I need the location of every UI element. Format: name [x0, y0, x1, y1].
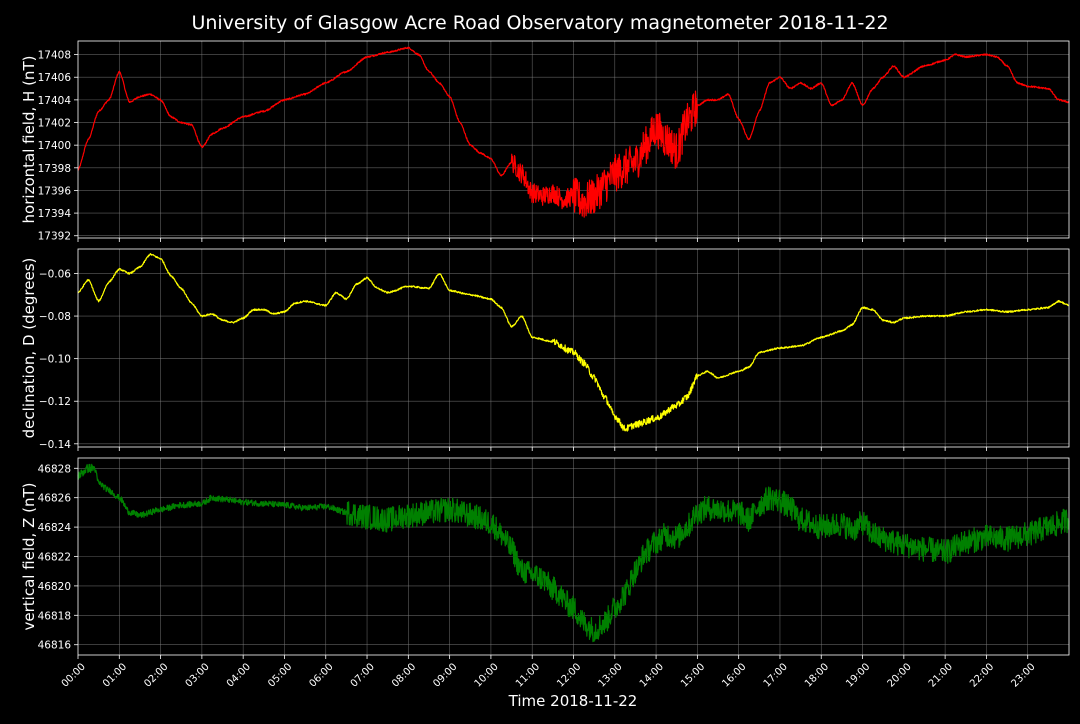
series-line-Z	[77, 463, 1070, 643]
y-tick-label: 17406	[38, 72, 72, 84]
y-tick-label: 46818	[38, 610, 71, 622]
panel-Z: 46816 46818 46820 46822 46824 46826 46828verti…	[20, 457, 1070, 659]
y-axis-label: declination, D (degrees)	[20, 258, 38, 439]
y-tick-label: −0.08	[39, 311, 71, 323]
y-tick-label: −0.06	[39, 268, 71, 280]
panel-H: 17392 17394 17396 17398 17400 17402 17404 17406…	[20, 40, 1070, 243]
y-tick-label: −0.12	[39, 396, 71, 408]
y-tick-label: 17400	[38, 140, 71, 152]
y-tick-label: 46816	[38, 640, 72, 652]
y-tick-label: 17396	[38, 185, 72, 197]
y-tick-label: 46820	[38, 581, 71, 593]
y-tick-label: 46824	[38, 522, 72, 534]
y-tick-label: 17398	[38, 163, 71, 175]
y-axis-label: vertical field, Z (nT)	[20, 482, 38, 630]
series-line-H	[77, 46, 1070, 218]
chart-title: University of Glasgow Acre Road Observat…	[191, 12, 888, 34]
y-tick-label: 17404	[38, 95, 72, 107]
y-tick-label: −0.14	[39, 439, 71, 451]
y-axis-label: horizontal field, H (nT)	[20, 56, 38, 224]
y-tick-label: 17408	[38, 50, 71, 62]
series-line-D	[77, 253, 1070, 432]
y-tick-label: −0.10	[39, 354, 71, 366]
y-tick-label: 17394	[38, 208, 72, 220]
axes-frame	[77, 40, 1070, 239]
x-axis-label: Time 2018-11-22	[508, 692, 638, 710]
y-tick-label: 17392	[38, 231, 71, 243]
y-tick-label: 17402	[38, 118, 71, 130]
axes-frame	[77, 457, 1070, 656]
axes-frame	[77, 248, 1070, 448]
y-tick-label: 46828	[38, 463, 71, 475]
y-tick-label: 46822	[38, 552, 71, 564]
y-tick-label: 46826	[38, 493, 72, 505]
